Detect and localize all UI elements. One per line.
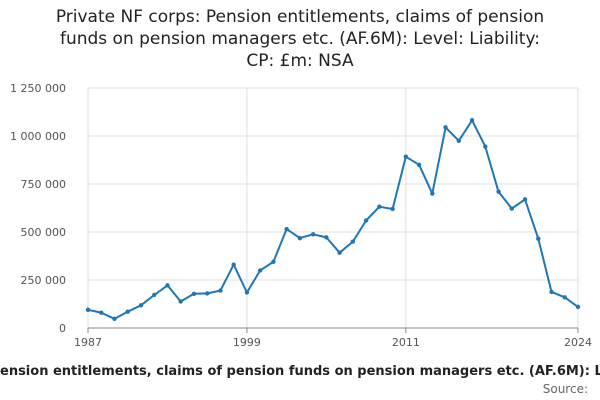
y-tick-label: 1 250 000 (10, 82, 66, 95)
series-line (87, 119, 579, 320)
y-tick-label: 0 (59, 322, 66, 335)
x-tick-label: 1999 (233, 336, 261, 349)
data-point (218, 288, 223, 293)
y-tick-label: 750 000 (21, 178, 67, 191)
data-point (522, 197, 528, 202)
grid-lines (87, 87, 579, 329)
data-point (152, 292, 157, 298)
data-point (284, 226, 289, 232)
data-point (469, 118, 475, 123)
x-axis: 1987 1999 2011 2024 (74, 327, 592, 349)
data-point (125, 309, 130, 314)
data-point (496, 189, 501, 194)
data-point (99, 310, 104, 315)
data-point (536, 236, 541, 241)
data-point (430, 191, 435, 196)
data-point (204, 291, 210, 296)
series-group (85, 118, 581, 321)
data-point (443, 125, 448, 130)
data-point (112, 316, 117, 321)
data-point (549, 289, 554, 295)
y-tick-label: 500 000 (21, 226, 67, 239)
data-point (231, 262, 236, 267)
data-point (85, 307, 91, 312)
data-point (509, 206, 514, 211)
data-point (390, 206, 395, 212)
data-point (191, 291, 197, 297)
chart-title: Private NF corps: Pension entitlements, … (0, 6, 600, 72)
y-tick-label: 250 000 (21, 274, 67, 287)
data-point (297, 235, 303, 241)
x-tick-label: 1987 (74, 336, 102, 349)
data-point (363, 218, 369, 223)
data-point (377, 204, 382, 209)
chart-title-line: funds on pension managers etc. (AF.6M): … (59, 29, 541, 49)
data-point (562, 295, 567, 300)
legend-label: ension entitlements, claims of pension f… (0, 364, 600, 379)
data-point (456, 138, 462, 143)
source-label: Source: (542, 382, 588, 396)
legend: ension entitlements, claims of pension f… (0, 364, 600, 379)
chart-title-line: Private NF corps: Pension entitlements, … (55, 7, 545, 27)
data-point (337, 250, 342, 255)
data-point (138, 303, 144, 308)
data-point (257, 268, 263, 273)
data-point (271, 259, 276, 264)
data-point (403, 154, 409, 159)
data-point (165, 283, 170, 288)
data-point (310, 232, 316, 237)
data-point (324, 235, 329, 240)
data-point (575, 304, 581, 310)
data-point (244, 290, 250, 295)
x-tick-label: 2024 (564, 336, 592, 349)
y-tick-label: 1 000 000 (10, 130, 66, 143)
x-tick-label: 2011 (392, 336, 420, 349)
data-point (416, 162, 422, 167)
chart-title-line: CP: £m: NSA (246, 51, 354, 71)
y-axis: 1 250 000 1 000 000 750 000 500 000 250 000 0 (10, 82, 66, 335)
data-point (350, 239, 356, 244)
data-point (178, 299, 183, 304)
data-point (483, 144, 488, 149)
